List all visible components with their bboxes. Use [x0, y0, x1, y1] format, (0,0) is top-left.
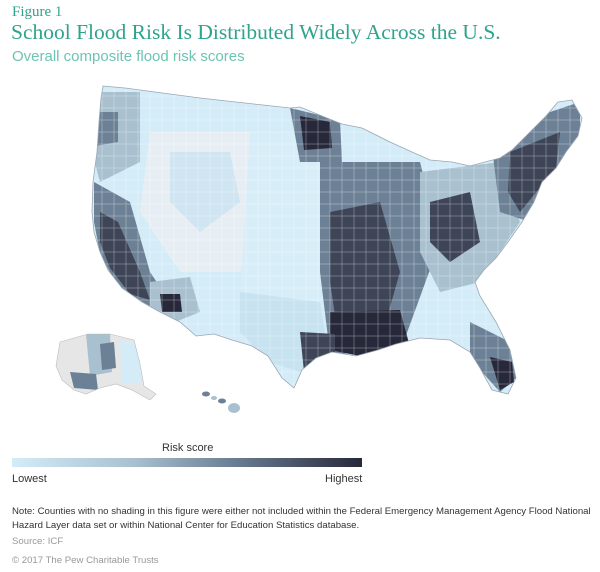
legend-low-label: Lowest [12, 473, 47, 485]
legend-title: Risk score [162, 442, 214, 454]
chart-title: School Flood Risk Is Distributed Widely … [11, 20, 501, 44]
hawaii-region [202, 391, 240, 413]
us-outline [91, 85, 583, 395]
us-flood-risk-map [55, 85, 583, 413]
legend-high-label: Highest [325, 473, 363, 485]
source-line: Source: ICF [12, 536, 64, 547]
figure-label: Figure 1 [12, 4, 63, 20]
chart-subtitle: Overall composite flood risk scores [12, 48, 245, 65]
alaska-region [56, 334, 156, 400]
legend-color-scale [12, 458, 362, 467]
copyright: © 2017 The Pew Charitable Trusts [12, 555, 159, 566]
footnote: Note: Counties with no shading in this f… [12, 506, 591, 531]
